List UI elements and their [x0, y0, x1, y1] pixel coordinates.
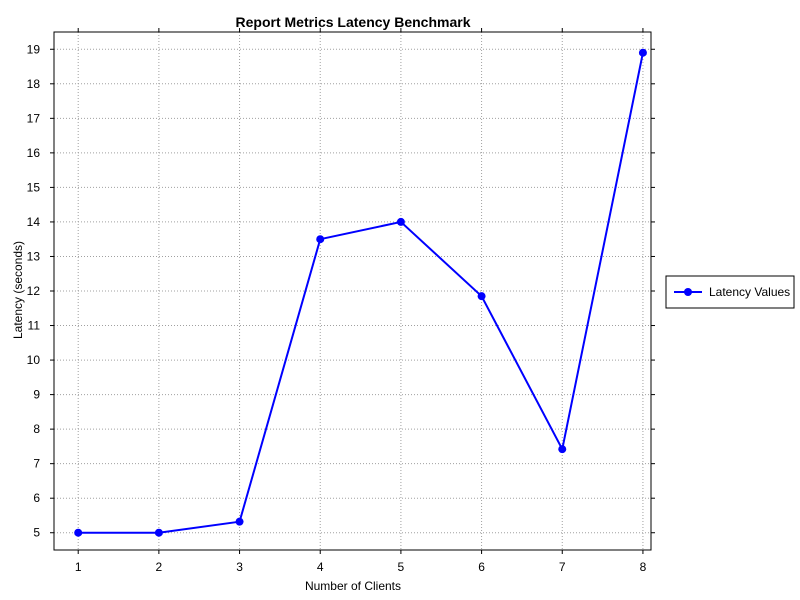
chart-title: Report Metrics Latency Benchmark	[236, 14, 471, 30]
y-tick-label: 10	[27, 353, 41, 367]
y-tick-label: 17	[27, 111, 41, 125]
y-tick-label: 11	[28, 319, 41, 333]
grid	[54, 32, 651, 550]
x-tick-label: 1	[75, 560, 82, 574]
series-layer	[74, 48, 647, 537]
data-point	[638, 48, 647, 57]
y-tick-label: 18	[27, 77, 41, 91]
data-point	[74, 528, 83, 537]
x-tick-label: 6	[478, 560, 485, 574]
y-tick-label: 14	[27, 215, 41, 229]
data-point	[477, 292, 486, 301]
data-point	[558, 445, 567, 454]
legend-label: Latency Values	[709, 285, 790, 299]
y-tick-label: 15	[27, 180, 41, 194]
y-tick-label: 19	[27, 42, 41, 56]
y-tick-label: 6	[33, 491, 40, 505]
y-tick-label: 13	[27, 249, 41, 263]
y-tick-label: 12	[27, 284, 41, 298]
x-tick-label: 8	[640, 560, 647, 574]
x-tick-label: 5	[398, 560, 405, 574]
y-tick-label: 9	[33, 388, 40, 402]
y-tick-label: 16	[27, 146, 41, 160]
x-axis-label: Number of Clients	[305, 579, 401, 593]
y-axis-label: Latency (seconds)	[11, 241, 25, 339]
y-tick-label: 7	[33, 457, 40, 471]
data-point	[235, 517, 244, 526]
x-tick-label: 7	[559, 560, 566, 574]
legend-marker	[684, 288, 692, 296]
data-point	[154, 528, 163, 537]
data-point	[396, 217, 405, 226]
x-tick-label: 4	[317, 560, 324, 574]
legend: Latency Values	[665, 275, 795, 309]
x-tick-label: 2	[156, 560, 163, 574]
y-tick-label: 8	[33, 422, 40, 436]
data-point	[316, 235, 325, 244]
x-tick-label: 3	[236, 560, 243, 574]
series-line	[78, 52, 644, 534]
y-tick-label: 5	[33, 526, 40, 540]
